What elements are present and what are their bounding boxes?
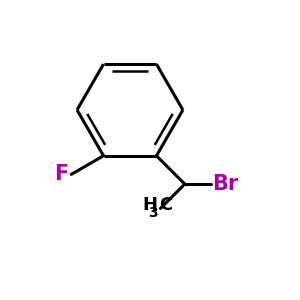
Text: H: H	[142, 196, 158, 214]
Text: Br: Br	[212, 174, 238, 194]
Text: F: F	[54, 164, 68, 184]
Text: 3: 3	[148, 206, 158, 220]
Text: C: C	[159, 196, 172, 214]
